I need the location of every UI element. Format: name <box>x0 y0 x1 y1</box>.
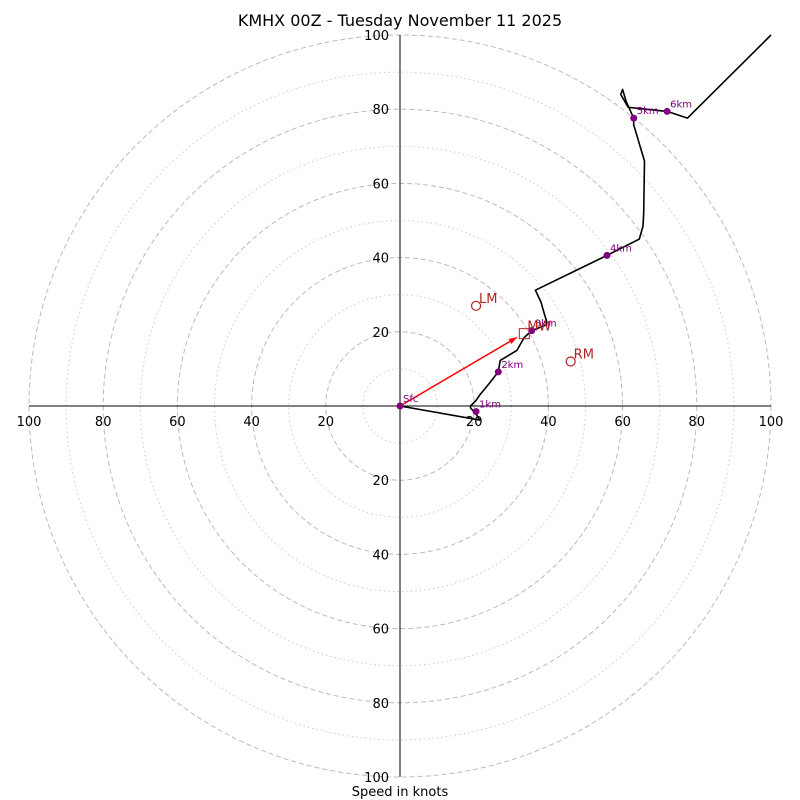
x-tick-label: 100 <box>759 415 784 430</box>
height-label-4km: 4km <box>610 243 632 254</box>
height-label-1km: 1km <box>479 400 501 411</box>
y-tick-label-bottom: 20 <box>372 474 389 489</box>
shear-vector-line <box>399 336 518 407</box>
y-tick-label-top: 40 <box>372 252 389 267</box>
chart-title: KMHX 00Z - Tuesday November 11 2025 <box>238 11 562 30</box>
height-label-2km: 2km <box>501 360 523 371</box>
tick-labels: 100 80 60 40 20 20 40 60 80 100 20 40 60 80 100 20 40 60 8… <box>17 29 784 786</box>
height-marker-6km <box>663 107 671 115</box>
height-label-6km: 6km <box>670 99 692 110</box>
x-tick-label: 40 <box>243 415 260 430</box>
y-tick-label-top: 60 <box>372 177 389 192</box>
storm-marker-RM <box>565 356 576 367</box>
trace-layer <box>399 34 772 421</box>
storm-motion-markers: LM RM MW <box>470 292 594 367</box>
height-label-Sfc: Sfc <box>403 394 418 405</box>
x-tick-label: 80 <box>689 415 706 430</box>
hodograph-trace <box>399 34 772 421</box>
y-tick-label-bottom: 100 <box>364 771 389 786</box>
shear-vector-arrowhead <box>508 337 517 345</box>
height-markers: Sfc 1km 2km 3km 4km 5km 6km <box>396 99 692 416</box>
x-tick-label: 20 <box>466 415 483 430</box>
height-label-5km: 5km <box>637 106 659 117</box>
y-tick-label-bottom: 60 <box>372 623 389 638</box>
y-tick-label-bottom: 80 <box>372 697 389 712</box>
x-tick-label: 40 <box>540 415 557 430</box>
storm-marker-MW <box>518 328 530 340</box>
x-tick-label: 60 <box>614 415 631 430</box>
y-tick-label-top: 80 <box>372 103 389 118</box>
y-tick-label-top: 100 <box>364 29 389 44</box>
storm-label-MW: MW <box>527 320 551 335</box>
height-marker-5km <box>630 114 638 122</box>
height-marker-1km <box>472 408 480 416</box>
x-tick-label: 20 <box>318 415 335 430</box>
shear-layer <box>399 336 518 407</box>
storm-label-LM: LM <box>479 292 497 307</box>
x-axis-label: Speed in knots <box>352 785 449 800</box>
y-tick-label-top: 20 <box>372 326 389 341</box>
x-tick-label: 60 <box>169 415 186 430</box>
y-tick-label-bottom: 40 <box>372 548 389 563</box>
storm-marker-LM <box>470 300 482 311</box>
storm-label-RM: RM <box>574 347 594 362</box>
x-tick-label: 80 <box>95 415 112 430</box>
height-label-3km: 3km <box>535 319 557 330</box>
height-marker-4km <box>603 251 611 259</box>
x-tick-label: 100 <box>17 415 42 430</box>
height-marker-2km <box>494 368 502 376</box>
height-marker-Sfc <box>396 402 404 410</box>
height-marker-3km <box>528 327 536 335</box>
